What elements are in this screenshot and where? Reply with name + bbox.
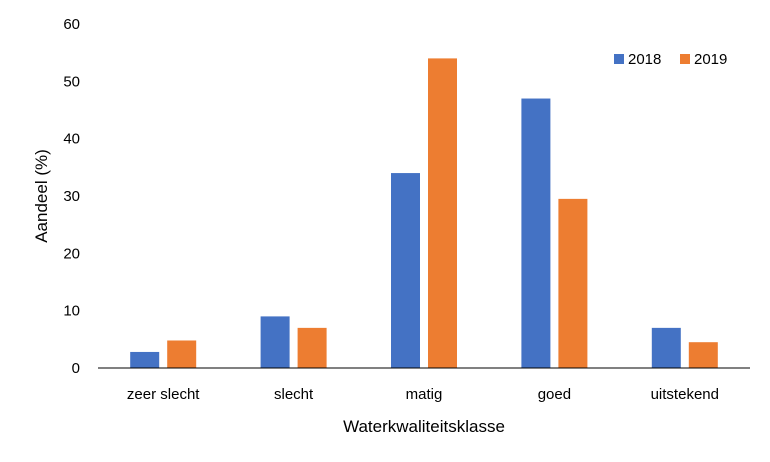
- x-tick-label: zeer slecht: [127, 386, 200, 403]
- bar-2018-goed: [521, 98, 551, 369]
- legend-swatch-2019: [680, 54, 690, 64]
- x-axis-title: Waterkwaliteitsklasse: [343, 417, 505, 436]
- x-axis-ticks: zeer slecht slecht matig goed uitstekend: [127, 386, 719, 403]
- y-axis-title: Aandeel (%): [32, 149, 51, 243]
- x-tick-label: uitstekend: [651, 386, 719, 403]
- legend-label-2018: 2018: [628, 51, 661, 68]
- bar-2018-zeer-slecht: [130, 351, 160, 368]
- y-tick-label: 20: [63, 245, 80, 262]
- x-tick-label: slecht: [274, 386, 314, 403]
- bar-2019-uitstekend: [688, 342, 718, 368]
- bar-2019-zeer-slecht: [167, 340, 197, 368]
- x-tick-label: matig: [406, 386, 443, 403]
- legend-label-2019: 2019: [694, 51, 727, 68]
- y-tick-label: 10: [63, 303, 80, 320]
- x-tick-label: goed: [538, 386, 571, 403]
- bar-2019-goed: [558, 198, 588, 368]
- y-tick-label: 0: [72, 360, 80, 377]
- bars: [130, 58, 718, 369]
- y-tick-label: 30: [63, 188, 80, 205]
- y-axis-ticks: 0 10 20 30 40 50 60: [63, 16, 80, 377]
- y-tick-label: 60: [63, 16, 80, 33]
- legend-swatch-2018: [614, 54, 624, 64]
- bar-2018-matig: [391, 173, 420, 368]
- bar-2018-uitstekend: [651, 327, 681, 368]
- y-tick-label: 40: [63, 131, 80, 148]
- bar-2019-matig: [428, 58, 457, 369]
- y-tick-label: 50: [63, 73, 80, 90]
- bar-2019-slecht: [297, 327, 327, 368]
- legend: 2018 2019: [614, 51, 727, 68]
- bar-2018-slecht: [260, 316, 290, 368]
